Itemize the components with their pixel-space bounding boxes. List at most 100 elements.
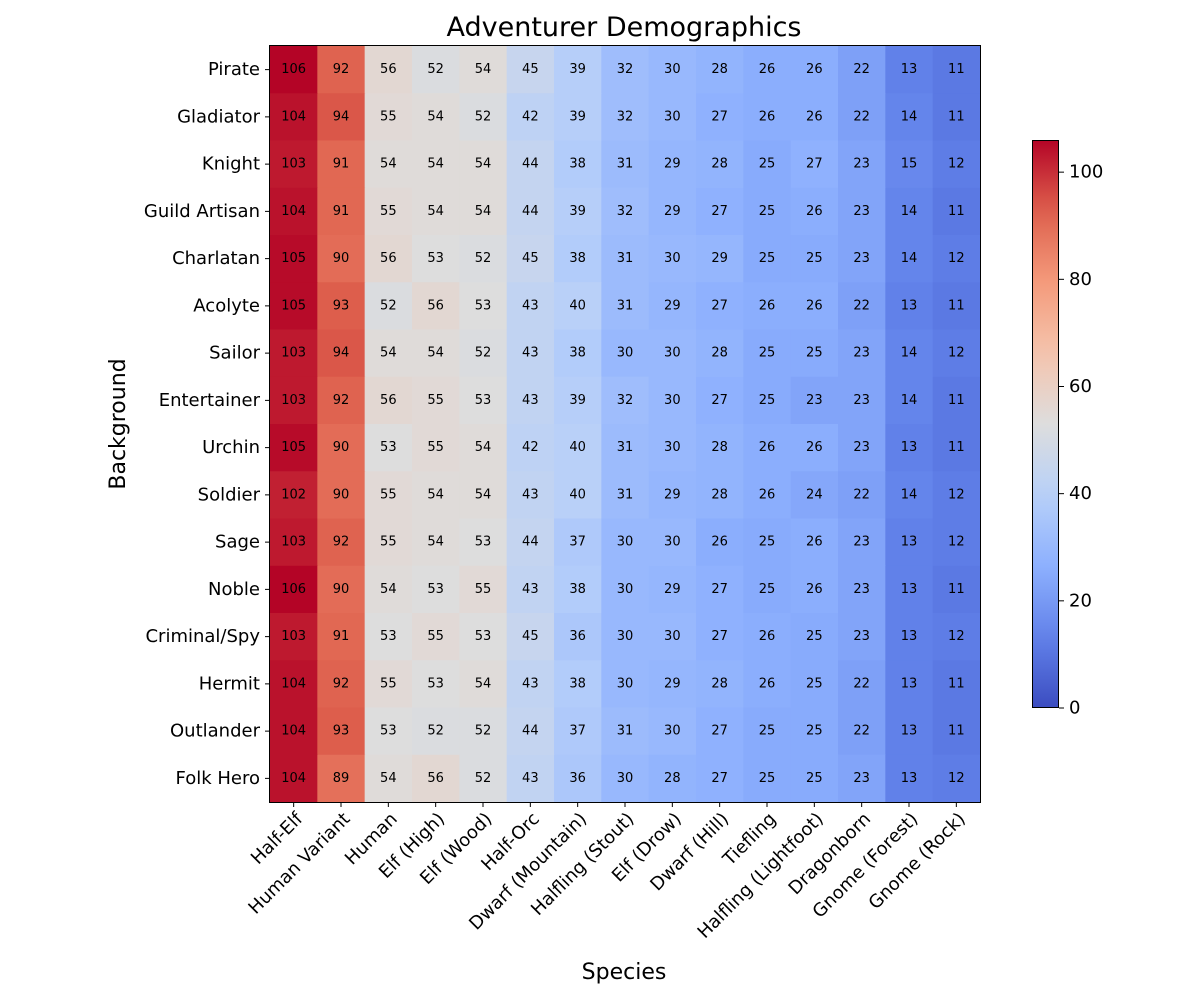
heatmap-cell xyxy=(885,46,934,94)
colorbar-tick-label: 0 xyxy=(1069,698,1080,719)
cell-value-label: 22 xyxy=(853,62,870,77)
cell-value-label: 44 xyxy=(522,204,539,219)
cell-value-label: 31 xyxy=(617,724,634,739)
heatmap-cell xyxy=(790,707,839,756)
heatmap-cell xyxy=(459,518,508,567)
heatmap-cell xyxy=(743,471,792,520)
heatmap-cell xyxy=(317,187,366,236)
heatmap-cell xyxy=(696,282,744,331)
heatmap-cell xyxy=(743,424,792,472)
heatmap-cell xyxy=(412,565,460,614)
heatmap-cell xyxy=(838,235,886,283)
heatmap-cell xyxy=(648,518,697,567)
heatmap-cell xyxy=(885,754,934,803)
heatmap-cell xyxy=(648,329,697,378)
heatmap-cell xyxy=(364,282,413,331)
cell-value-label: 13 xyxy=(901,771,918,786)
heatmap-cell xyxy=(932,140,981,189)
cell-value-label: 54 xyxy=(427,535,444,550)
cell-value-label: 30 xyxy=(617,346,634,361)
heatmap-cell xyxy=(554,471,602,520)
y-tick-label: Noble xyxy=(208,579,260,600)
heatmap-cell xyxy=(554,187,602,236)
y-tick-label: Outlander xyxy=(170,721,261,742)
y-tick-label: Sailor xyxy=(209,343,260,364)
cell-value-label: 22 xyxy=(853,487,870,502)
cell-value-label: 36 xyxy=(569,771,586,786)
cell-value-label: 93 xyxy=(333,298,350,313)
heatmap-cell xyxy=(601,187,650,236)
heatmap-cell xyxy=(601,46,650,94)
cell-value-label: 43 xyxy=(522,487,539,502)
cell-value-label: 92 xyxy=(333,676,350,691)
heatmap-cell xyxy=(459,754,508,803)
cell-value-label: 11 xyxy=(948,582,965,597)
cell-value-label: 31 xyxy=(617,440,634,455)
cell-value-label: 56 xyxy=(427,298,444,313)
heatmap-cell xyxy=(601,660,650,709)
cell-value-label: 53 xyxy=(380,724,397,739)
heatmap-cell xyxy=(696,46,744,94)
colorbar-tick-label: 100 xyxy=(1069,162,1103,183)
cell-value-label: 32 xyxy=(617,109,634,124)
cell-value-label: 39 xyxy=(569,393,586,408)
cell-value-label: 30 xyxy=(617,535,634,550)
cell-value-label: 26 xyxy=(759,298,776,313)
heatmap-cell xyxy=(459,282,508,331)
heatmap-cell xyxy=(696,707,744,756)
heatmap-cell xyxy=(317,707,366,756)
cell-value-label: 27 xyxy=(711,393,728,408)
heatmap-cell xyxy=(459,613,508,661)
heatmap-cell xyxy=(459,424,508,472)
cell-value-label: 26 xyxy=(759,676,776,691)
cell-value-label: 54 xyxy=(427,487,444,502)
cell-value-label: 28 xyxy=(711,676,728,691)
heatmap-cell xyxy=(412,93,460,142)
heatmap-cell xyxy=(601,518,650,567)
cell-value-label: 28 xyxy=(711,62,728,77)
cell-value-label: 25 xyxy=(806,346,823,361)
cell-value-label: 31 xyxy=(617,487,634,502)
cell-value-label: 11 xyxy=(948,204,965,219)
cell-value-label: 90 xyxy=(333,582,350,597)
cell-value-label: 30 xyxy=(617,676,634,691)
x-axis-label: Species xyxy=(582,960,667,985)
cell-value-label: 55 xyxy=(427,440,444,455)
cell-value-label: 31 xyxy=(617,251,634,266)
heatmap-cell xyxy=(554,235,602,283)
cell-value-label: 27 xyxy=(711,298,728,313)
cell-value-label: 92 xyxy=(333,535,350,550)
heatmap-cell xyxy=(459,660,508,709)
heatmap-cell xyxy=(554,93,602,142)
cell-value-label: 53 xyxy=(475,393,492,408)
heatmap-cell xyxy=(648,93,697,142)
heatmap-cell xyxy=(932,471,981,520)
heatmap-cell xyxy=(270,565,318,614)
cell-value-label: 12 xyxy=(948,771,965,786)
heatmap-cell xyxy=(696,471,744,520)
heatmap-cell xyxy=(648,471,697,520)
heatmap-cell xyxy=(364,187,413,236)
heatmap-cell xyxy=(506,140,555,189)
heatmap-cell xyxy=(696,660,744,709)
cell-value-label: 39 xyxy=(569,62,586,77)
cell-value-label: 54 xyxy=(380,771,397,786)
cell-value-label: 54 xyxy=(475,62,492,77)
heatmap-cell xyxy=(743,660,792,709)
heatmap-cell xyxy=(317,471,366,520)
cell-value-label: 25 xyxy=(806,724,823,739)
heatmap-cell xyxy=(554,140,602,189)
heatmap-cell xyxy=(838,613,886,661)
heatmap-cell xyxy=(270,140,318,189)
y-tick-label: Soldier xyxy=(198,484,261,505)
heatmap-cell xyxy=(790,46,839,94)
heatmap-cell xyxy=(885,187,934,236)
heatmap-cell xyxy=(648,282,697,331)
heatmap-cell xyxy=(506,471,555,520)
cell-value-label: 103 xyxy=(281,393,306,408)
cell-value-label: 38 xyxy=(569,582,586,597)
cell-value-label: 11 xyxy=(948,62,965,77)
cell-value-label: 23 xyxy=(853,535,870,550)
y-tick-label: Guild Artisan xyxy=(144,201,260,222)
heatmap-cell xyxy=(743,613,792,661)
